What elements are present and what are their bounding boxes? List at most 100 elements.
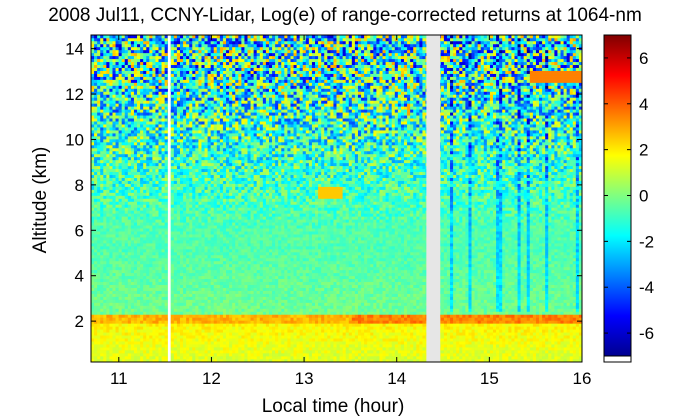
heatmap-cell (106, 127, 110, 131)
heatmap-cell (103, 257, 107, 262)
heatmap-cell (201, 82, 205, 86)
heatmap-cell (140, 260, 144, 265)
heatmap-cell (179, 142, 184, 146)
heatmap-cell (103, 266, 107, 271)
heatmap-cell (152, 106, 156, 110)
heatmap-cell (118, 290, 122, 294)
heatmap-cell (152, 130, 156, 134)
heatmap-cell (137, 323, 141, 327)
heatmap-cell (173, 216, 178, 220)
heatmap-cell (226, 308, 230, 312)
heatmap-cell (112, 359, 116, 363)
heatmap-cell (198, 341, 202, 345)
heatmap-cell (133, 139, 138, 143)
heatmap-cell (226, 281, 230, 286)
heatmap-cell (176, 91, 181, 95)
heatmap-cell (133, 189, 138, 193)
heatmap-cell (133, 308, 138, 312)
heatmap-cell (176, 73, 181, 77)
heatmap-cell (229, 296, 233, 300)
heatmap-cell (192, 64, 196, 68)
heatmap-cell (226, 302, 230, 306)
heatmap-cell (133, 37, 138, 42)
heatmap-cell (210, 344, 215, 348)
heatmap-cell (226, 246, 230, 250)
heatmap-cell (198, 150, 202, 155)
heatmap-cell (195, 124, 199, 128)
heatmap-cell (137, 189, 141, 193)
heatmap-cell (100, 266, 104, 271)
heatmap-cell (97, 64, 101, 68)
heatmap-cell (161, 100, 165, 104)
heatmap-cell (179, 359, 184, 363)
heatmap-cell (198, 121, 202, 125)
heatmap-cell (124, 97, 129, 101)
heatmap-cell (115, 311, 119, 315)
heatmap-cell (106, 281, 110, 286)
heatmap-cell (137, 263, 141, 268)
heatmap-cell (130, 266, 135, 271)
heatmap-cell (186, 266, 190, 271)
heatmap-cell (94, 195, 98, 199)
heatmap-cell (219, 269, 224, 274)
heatmap-cell (103, 124, 107, 128)
heatmap-cell (97, 189, 101, 193)
heatmap-cell (195, 243, 199, 247)
heatmap-cell (121, 115, 126, 119)
heatmap-cell (229, 353, 233, 357)
heatmap-cell (112, 130, 116, 134)
heatmap-cell (133, 67, 138, 71)
heatmap-cell (216, 73, 221, 77)
heatmap-cell (226, 356, 230, 360)
heatmap-cell (137, 314, 141, 318)
heatmap-cell (207, 234, 211, 238)
heatmap-cell (183, 150, 187, 155)
heatmap-cell (226, 237, 230, 241)
heatmap-cell (195, 314, 199, 318)
heatmap-cell (103, 338, 107, 342)
heatmap-cell (176, 133, 181, 137)
heatmap-cell (124, 210, 129, 214)
heatmap-cell (121, 144, 126, 149)
heatmap-cell (118, 222, 122, 226)
heatmap-cell (222, 219, 227, 223)
heatmap-cell (112, 320, 116, 324)
heatmap-cell (164, 88, 169, 92)
heatmap-cell (192, 234, 196, 238)
heatmap-cell (189, 174, 193, 178)
heatmap-cell (155, 136, 159, 140)
heatmap-cell (112, 219, 116, 223)
heatmap-cell (143, 204, 147, 208)
heatmap-cell (146, 257, 150, 262)
heatmap-cell (176, 219, 181, 223)
heatmap-cell (210, 290, 215, 294)
heatmap-cell (207, 43, 211, 48)
heatmap-cell (170, 82, 175, 86)
heatmap-cell (170, 100, 175, 104)
heatmap-cell (124, 70, 129, 74)
heatmap-cell (133, 260, 138, 265)
heatmap-cell (91, 341, 95, 345)
heatmap-cell (118, 70, 122, 74)
heatmap-cell (201, 109, 205, 113)
heatmap-cell (226, 180, 230, 184)
heatmap-cell (109, 150, 113, 155)
heatmap-cell (94, 97, 98, 101)
heatmap-cell (115, 189, 119, 193)
heatmap-cell (195, 231, 199, 235)
heatmap-cell (133, 350, 138, 354)
heatmap-cell (106, 293, 110, 297)
heatmap-cell (207, 356, 211, 360)
heatmap-cell (115, 243, 119, 247)
heatmap-cell (103, 213, 107, 217)
heatmap-cell (140, 91, 144, 95)
heatmap-cell (127, 183, 132, 187)
heatmap-cell (103, 127, 107, 131)
heatmap-cell (161, 287, 165, 291)
heatmap-cell (216, 192, 221, 196)
heatmap-cell (179, 121, 184, 125)
heatmap-cell (189, 323, 193, 327)
heatmap-cell (94, 281, 98, 286)
heatmap-cell (189, 153, 193, 158)
heatmap-cell (115, 347, 119, 351)
